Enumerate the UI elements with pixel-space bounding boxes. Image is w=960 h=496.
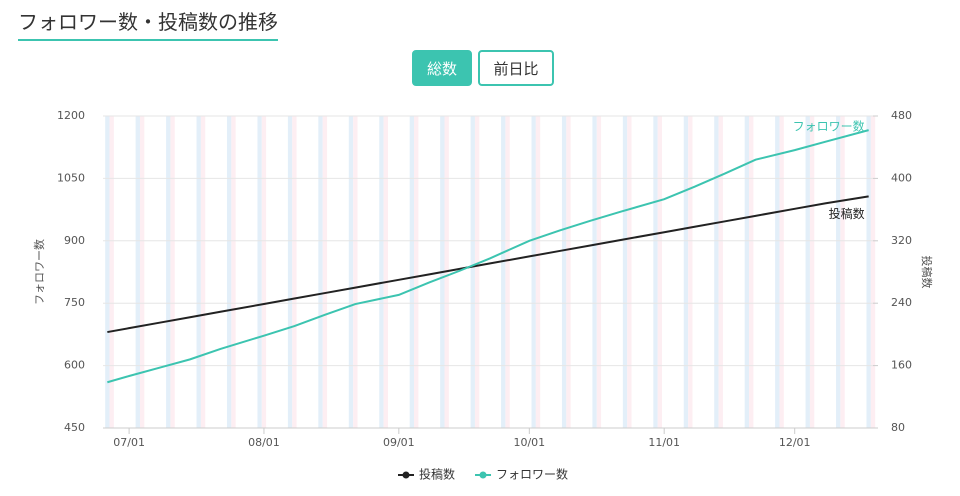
x-tick-label: 09/01 [383,436,415,449]
weekend-stripe [866,116,871,428]
y2-tick-label: 400 [891,171,912,184]
weekend-stripe [592,116,597,428]
y-tick-label: 450 [64,421,85,434]
series-line [107,129,869,384]
weekend-stripe [744,116,750,428]
weekend-stripe [688,116,693,428]
weekend-stripe [135,116,140,428]
y2-tick-label: 240 [891,296,912,309]
weekend-stripe [139,116,145,428]
weekend-stripe [257,116,262,428]
weekend-stripe [501,116,506,428]
y-axis-title: フォロワー数 [33,239,46,305]
x-tick-label: 11/01 [648,436,680,449]
y2-axis-title: 投稿数 [920,256,934,289]
legend-label: 投稿数 [419,467,455,482]
weekend-stripe [870,116,876,428]
weekend-stripe [836,116,841,428]
weekend-stripe [775,116,780,428]
weekend-stripe [231,116,236,428]
weekend-stripe [261,116,267,428]
weekend-stripe [683,116,689,428]
weekend-stripe [622,116,628,428]
weekend-stripe [109,116,114,428]
weekend-stripe [166,116,171,428]
weekend-stripe [627,116,632,428]
weekend-stripe [105,116,110,428]
x-tick-label: 10/01 [513,436,545,449]
weekend-stripe [653,116,658,428]
toggle: 総数 前日比 [412,50,554,86]
y2-tick-label: 480 [891,109,912,122]
diff-button[interactable]: 前日比 [478,50,554,86]
weekend-stripe [596,116,602,428]
series-end-label: 投稿数 [829,206,865,221]
weekend-stripe [379,116,384,428]
weekend-stripe [505,116,510,428]
y-tick-label: 1200 [57,109,85,122]
total-button[interactable]: 総数 [412,50,472,86]
x-tick-label: 07/01 [113,436,145,449]
weekend-stripe [535,116,541,428]
y-tick-label: 600 [64,359,85,372]
weekend-stripe [226,116,232,428]
weekend-stripe [531,116,536,428]
weekend-stripe [287,116,293,428]
legend-label: フォロワー数 [496,467,568,482]
weekend-stripe [561,116,567,428]
weekend-stripe [779,116,784,428]
weekend-stripe [805,116,810,428]
weekend-stripe [292,116,297,428]
weekend-stripe [348,116,354,428]
weekend-stripe [474,116,480,428]
weekend-stripe [318,116,323,428]
y-tick-label: 900 [64,234,85,247]
y2-tick-label: 320 [891,234,912,247]
page-title: フォロワー数・投稿数の推移 [18,6,278,41]
weekend-stripe [200,116,206,428]
x-tick-label: 08/01 [248,436,280,449]
weekend-stripe [383,116,388,428]
weekend-stripe [353,116,358,428]
y-tick-label: 750 [64,296,85,309]
series-end-label: フォロワー数 [793,119,865,134]
weekend-stripe [809,116,815,428]
weekend-stripe [322,116,328,428]
weekend-stripe [196,116,201,428]
weekend-stripe [409,116,415,428]
weekend-stripe [566,116,571,428]
legend-marker [402,471,410,479]
x-tick-label: 12/01 [779,436,811,449]
weekend-stripe [470,116,475,428]
series-line [107,195,869,334]
weekend-stripe [414,116,419,428]
legend-marker [479,471,487,479]
y2-tick-label: 160 [891,359,912,372]
y2-tick-label: 80 [891,421,905,434]
weekend-stripe [840,116,845,428]
weekend-stripe [170,116,175,428]
weekend-stripe [718,116,723,428]
weekend-stripe [749,116,754,428]
weekend-stripe [657,116,663,428]
y-tick-label: 1050 [57,171,85,184]
weekend-stripe [714,116,719,428]
